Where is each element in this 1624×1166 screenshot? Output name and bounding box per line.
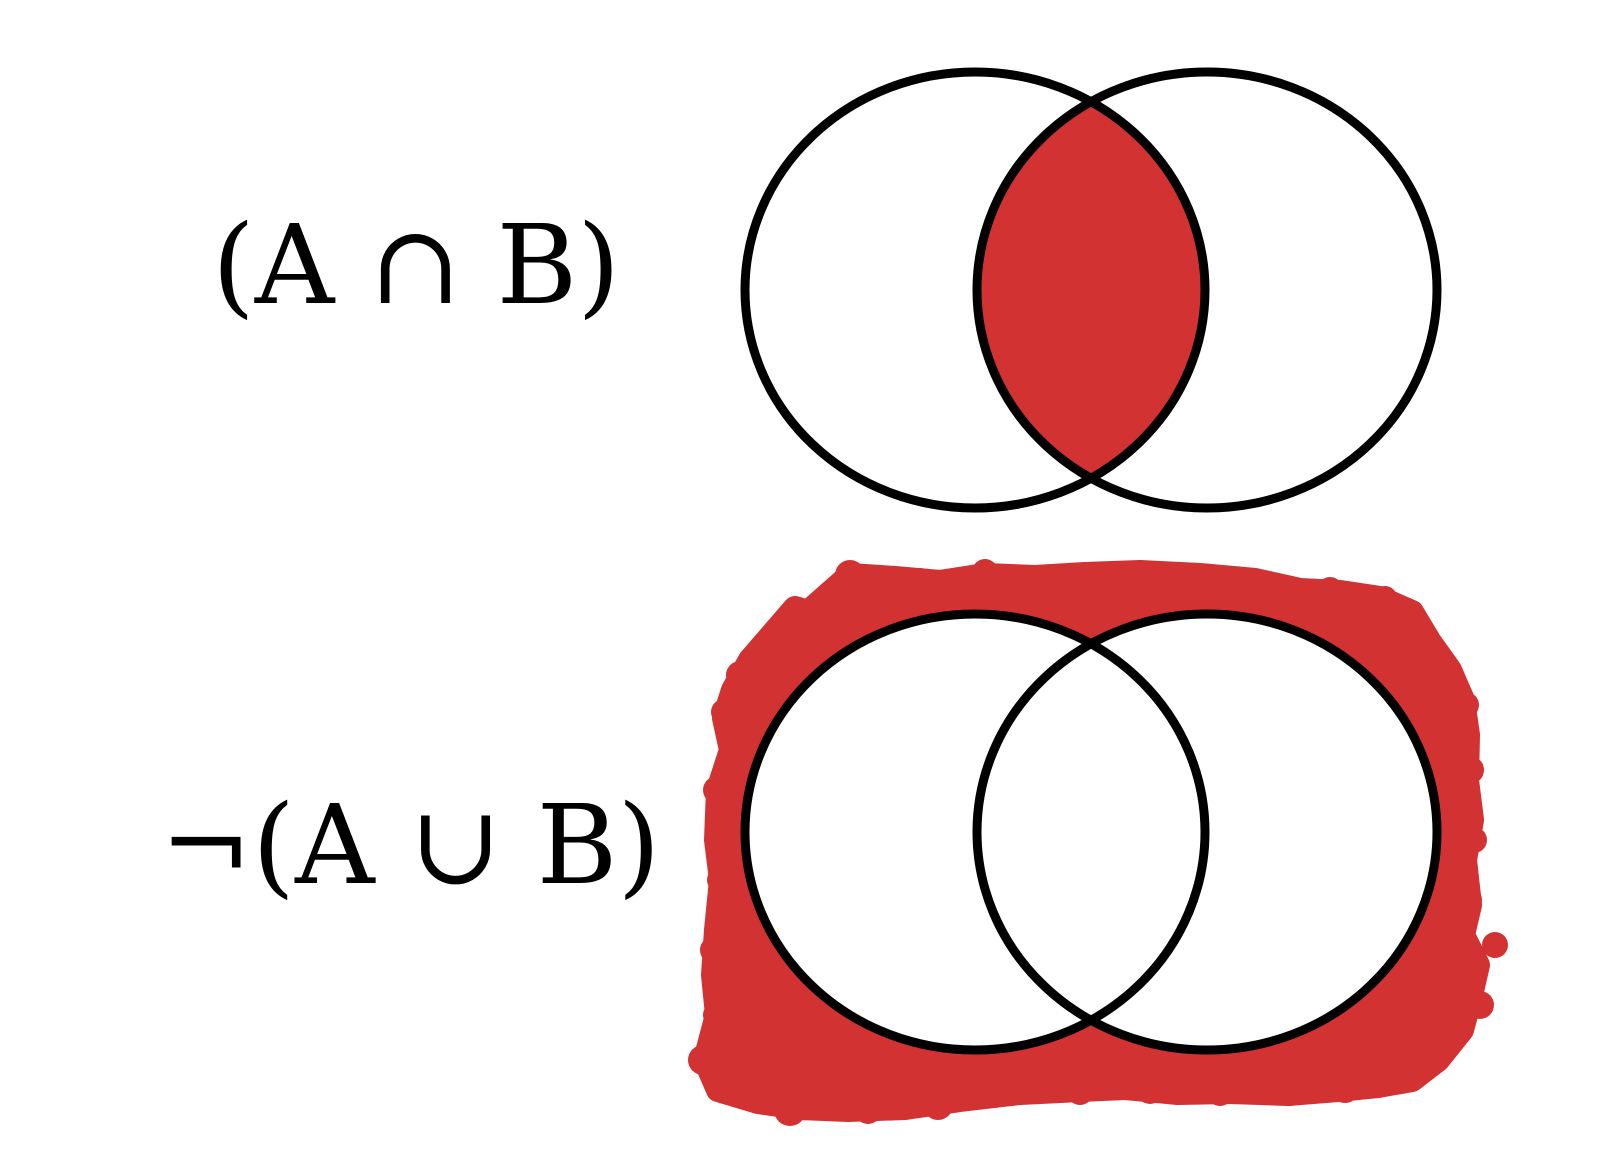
set-b-circle [972, 67, 1442, 513]
scribble-bumps [688, 559, 1508, 1126]
complement-of-union-diagram [688, 559, 1508, 1126]
set-a-outline-bottom [740, 609, 1210, 1055]
set-b-outline-bottom [972, 609, 1442, 1055]
set-a-circle [740, 67, 1210, 513]
intersection-diagram [740, 67, 1442, 513]
intersection-region [977, 72, 1205, 508]
formula-complement-union: ¬(A ∪ B) [160, 781, 661, 909]
formula-intersection: (A ∩ B) [212, 201, 621, 329]
